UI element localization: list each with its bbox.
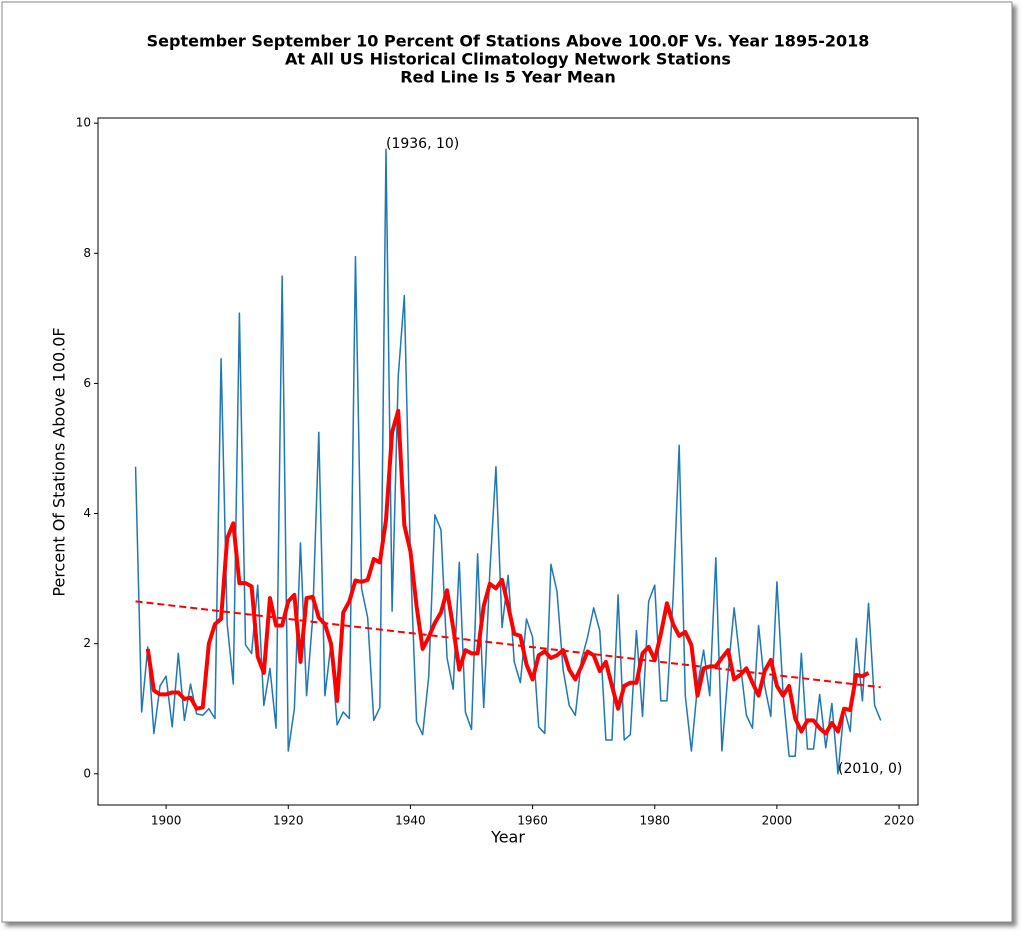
x-tick-label: 1920 — [273, 814, 304, 828]
data-line — [134, 148, 882, 775]
trend-line — [135, 600, 881, 689]
y-axis-label: Percent Of Stations Above 100.0F — [50, 327, 69, 596]
x-tick-label: 1960 — [517, 814, 548, 828]
y-tick-label: 2 — [83, 636, 91, 650]
chart-title: Red Line Is 5 Year Mean — [400, 68, 616, 87]
y-tick-label: 4 — [83, 506, 91, 520]
x-tick-label: 2000 — [762, 814, 793, 828]
x-tick-label: 1940 — [395, 814, 426, 828]
y-tick-label: 10 — [76, 116, 91, 130]
x-tick-label: 2020 — [884, 814, 915, 828]
frame — [1, 1, 1013, 923]
x-tick-label: 1980 — [639, 814, 670, 828]
x-axis-label: Year — [490, 828, 525, 847]
chart-title: At All US Historical Climatology Network… — [285, 50, 731, 69]
chart-title: September September 10 Percent Of Statio… — [147, 32, 870, 51]
x-tick-label: 1900 — [151, 814, 182, 828]
y-tick-label: 0 — [83, 766, 91, 780]
plot-area — [97, 117, 919, 806]
y-tick-label: 6 — [83, 376, 91, 390]
annotation: (2010, 0) — [838, 761, 902, 777]
y-tick-label: 8 — [83, 246, 91, 260]
data-line — [145, 408, 870, 736]
annotation: (1936, 10) — [386, 136, 459, 152]
